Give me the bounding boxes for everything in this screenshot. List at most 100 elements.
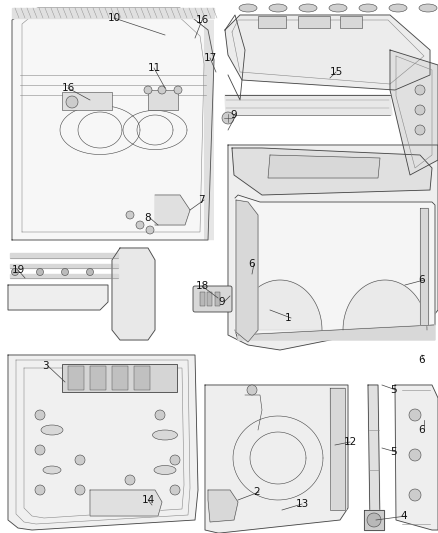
Circle shape xyxy=(415,125,425,135)
Circle shape xyxy=(35,485,45,495)
Text: 7: 7 xyxy=(198,195,205,205)
Polygon shape xyxy=(330,388,346,510)
Text: 6: 6 xyxy=(418,355,424,365)
Bar xyxy=(200,292,205,306)
Text: 1: 1 xyxy=(285,313,292,323)
Circle shape xyxy=(125,475,135,485)
Circle shape xyxy=(146,226,154,234)
Circle shape xyxy=(66,96,78,108)
Bar xyxy=(112,366,128,390)
Circle shape xyxy=(144,86,152,94)
Text: 11: 11 xyxy=(148,63,161,73)
Circle shape xyxy=(415,105,425,115)
Text: 19: 19 xyxy=(12,265,25,275)
Circle shape xyxy=(174,86,182,94)
Bar xyxy=(62,364,177,392)
Ellipse shape xyxy=(269,4,287,12)
Polygon shape xyxy=(268,155,380,178)
Polygon shape xyxy=(395,385,438,530)
Polygon shape xyxy=(238,280,322,330)
Polygon shape xyxy=(12,8,214,18)
Polygon shape xyxy=(235,195,435,340)
Text: 14: 14 xyxy=(142,495,155,505)
Ellipse shape xyxy=(329,4,347,12)
Text: 16: 16 xyxy=(62,83,75,93)
Circle shape xyxy=(86,269,93,276)
Ellipse shape xyxy=(419,4,437,12)
Polygon shape xyxy=(8,285,108,310)
Circle shape xyxy=(415,85,425,95)
Ellipse shape xyxy=(152,430,177,440)
Polygon shape xyxy=(10,274,118,278)
Bar xyxy=(207,292,212,306)
Text: 12: 12 xyxy=(344,437,357,447)
Bar xyxy=(298,16,330,28)
Polygon shape xyxy=(368,385,380,525)
Polygon shape xyxy=(208,490,238,522)
Ellipse shape xyxy=(239,4,257,12)
Ellipse shape xyxy=(359,4,377,12)
Bar xyxy=(68,366,84,390)
Circle shape xyxy=(126,211,134,219)
Circle shape xyxy=(136,221,144,229)
Circle shape xyxy=(155,410,165,420)
Polygon shape xyxy=(90,490,162,516)
Circle shape xyxy=(75,455,85,465)
Polygon shape xyxy=(390,50,438,175)
Polygon shape xyxy=(225,95,392,115)
Circle shape xyxy=(11,269,18,276)
Circle shape xyxy=(75,485,85,495)
Polygon shape xyxy=(8,355,198,530)
Polygon shape xyxy=(364,510,384,530)
Bar xyxy=(215,292,220,306)
Circle shape xyxy=(35,445,45,455)
Text: 5: 5 xyxy=(390,385,397,395)
Circle shape xyxy=(409,449,421,461)
Text: 9: 9 xyxy=(230,110,237,120)
Text: 10: 10 xyxy=(108,13,121,23)
Ellipse shape xyxy=(389,4,407,12)
Bar xyxy=(148,90,178,110)
Text: 15: 15 xyxy=(330,67,343,77)
Text: 4: 4 xyxy=(400,511,406,521)
Ellipse shape xyxy=(299,4,317,12)
FancyBboxPatch shape xyxy=(193,286,232,312)
Polygon shape xyxy=(232,148,432,195)
Polygon shape xyxy=(155,195,190,225)
Bar xyxy=(134,366,150,390)
Ellipse shape xyxy=(41,425,63,435)
Polygon shape xyxy=(236,200,258,342)
Text: 9: 9 xyxy=(218,297,225,307)
Ellipse shape xyxy=(154,465,176,474)
Bar xyxy=(258,16,286,28)
Polygon shape xyxy=(12,8,214,240)
Circle shape xyxy=(409,489,421,501)
Text: 5: 5 xyxy=(390,447,397,457)
Text: 6: 6 xyxy=(418,425,424,435)
Polygon shape xyxy=(205,385,348,533)
Circle shape xyxy=(247,385,257,395)
Bar xyxy=(340,16,362,28)
Circle shape xyxy=(158,86,166,94)
Text: 13: 13 xyxy=(296,499,309,509)
Text: 17: 17 xyxy=(204,53,217,63)
Bar xyxy=(90,366,106,390)
Polygon shape xyxy=(420,208,428,325)
Circle shape xyxy=(61,269,68,276)
Polygon shape xyxy=(10,253,118,258)
Polygon shape xyxy=(225,15,430,90)
Polygon shape xyxy=(343,280,427,330)
Polygon shape xyxy=(228,145,438,350)
Polygon shape xyxy=(238,325,435,340)
Bar xyxy=(62,92,112,110)
Circle shape xyxy=(222,112,234,124)
Text: 16: 16 xyxy=(196,15,209,25)
Text: 3: 3 xyxy=(42,361,49,371)
Circle shape xyxy=(170,455,180,465)
Text: 18: 18 xyxy=(196,281,209,291)
Text: 8: 8 xyxy=(144,213,151,223)
Circle shape xyxy=(35,410,45,420)
Polygon shape xyxy=(112,248,155,340)
Circle shape xyxy=(170,485,180,495)
Text: 6: 6 xyxy=(418,275,424,285)
